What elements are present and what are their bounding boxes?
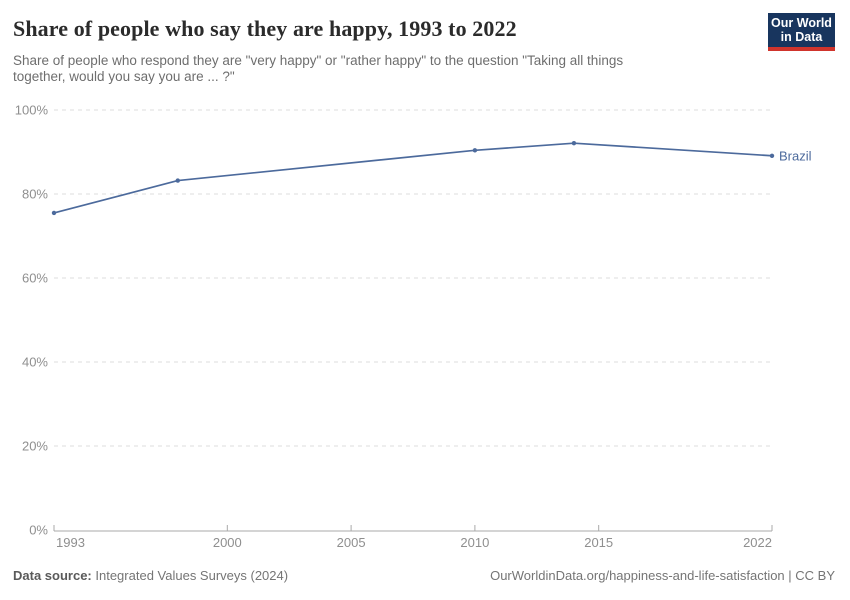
data-source-label: Data source:: [13, 568, 92, 583]
series-end-label[interactable]: Brazil: [779, 148, 812, 163]
x-axis-tick-label: 2022: [743, 535, 772, 550]
owid-logo-text: in Data: [780, 30, 823, 44]
data-source-value: Integrated Values Surveys (2024): [95, 568, 289, 583]
data-point[interactable]: [472, 148, 478, 153]
y-axis-tick-label: 60%: [22, 271, 48, 286]
owid-logo-text: Our World: [771, 16, 832, 30]
chart-footer: Data source: Integrated Values Surveys (…: [13, 568, 835, 583]
chart-subtitle-line: Share of people who respond they are "ve…: [13, 53, 624, 68]
x-axis-tick-label: 2010: [460, 535, 489, 550]
y-axis-tick-label: 0%: [29, 523, 48, 538]
chart-title: Share of people who say they are happy, …: [13, 16, 517, 41]
x-axis-tick-label: 2005: [337, 535, 366, 550]
data-point[interactable]: [571, 140, 577, 146]
y-axis-tick-label: 40%: [22, 355, 48, 370]
y-axis-tick-label: 100%: [15, 103, 49, 118]
data-source: Data source: Integrated Values Surveys (…: [13, 568, 288, 583]
data-point[interactable]: [51, 210, 57, 216]
attribution-link[interactable]: OurWorldinData.org/happiness-and-life-sa…: [490, 568, 835, 583]
series-line: [53, 142, 773, 214]
x-axis-tick-label: 1993: [56, 535, 85, 550]
chart-subtitle-line: together, would you say you are ... ?": [13, 68, 235, 84]
data-point[interactable]: [769, 153, 775, 158]
y-axis-tick-label: 80%: [22, 187, 48, 202]
owid-logo[interactable]: Our World in Data: [768, 13, 835, 51]
y-axis-tick-label: 20%: [22, 439, 48, 454]
data-point[interactable]: [175, 178, 180, 183]
x-axis-tick-label: 2015: [584, 535, 613, 550]
chart-subtitle: Share of people who respond they are "ve…: [13, 53, 733, 84]
x-axis-tick-label: 2000: [213, 535, 242, 550]
